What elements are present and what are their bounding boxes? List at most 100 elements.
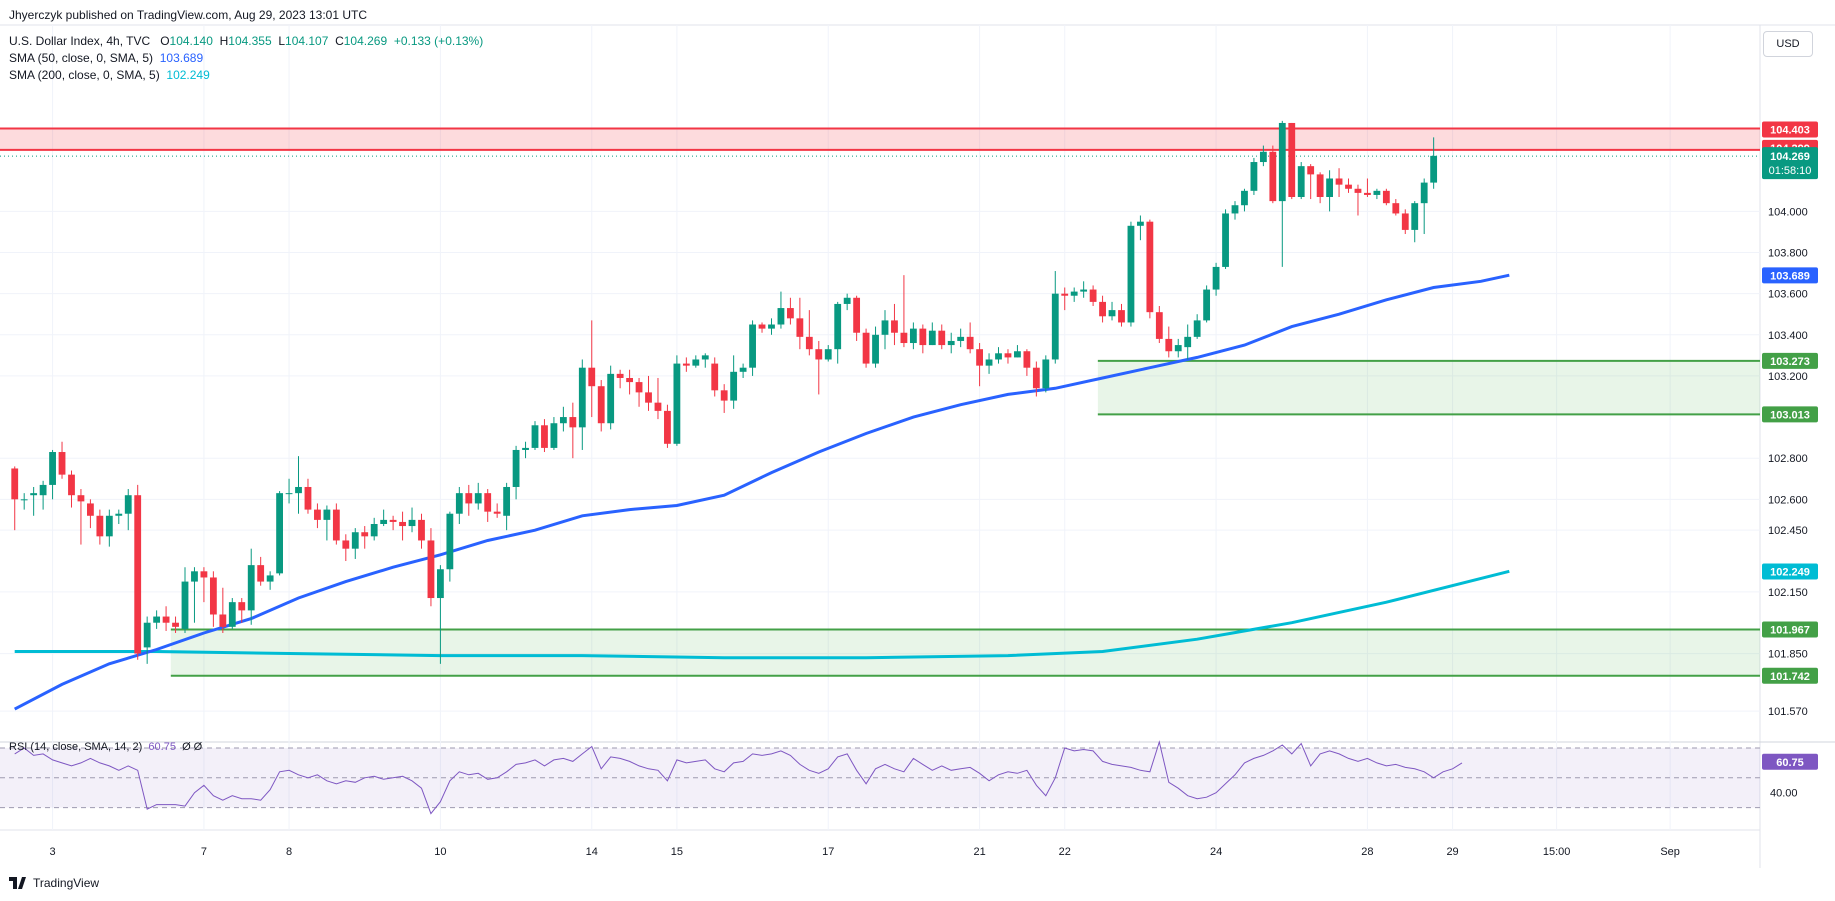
tradingview-logo-icon <box>9 877 26 889</box>
candle <box>976 343 983 387</box>
candle-body <box>957 336 965 341</box>
candle <box>1269 145 1277 204</box>
price-axis[interactable]: 101.570 101.850 102.150 102.450 102.600 102.8… <box>1768 206 1808 799</box>
candle <box>1354 184 1362 216</box>
y-tick-label: 102.800 <box>1768 453 1808 465</box>
candle <box>96 509 104 545</box>
candle-body <box>815 349 823 360</box>
candle-body <box>1193 320 1201 337</box>
candle-body <box>1250 162 1258 191</box>
candle-body <box>361 532 369 537</box>
change-value: +0.133 (+0.13%) <box>393 34 484 48</box>
rsi-line <box>14 740 1463 815</box>
candle-body <box>380 519 388 524</box>
candle-body <box>1080 289 1088 292</box>
candle <box>493 503 501 518</box>
badge-last-price-text: 104.269 <box>1770 151 1810 163</box>
currency-button[interactable]: USD <box>1763 31 1813 57</box>
candle-body <box>323 509 331 520</box>
candle <box>1401 209 1409 235</box>
candle-body <box>1382 190 1390 204</box>
candle-body <box>276 493 283 574</box>
candle-body <box>408 519 416 527</box>
sma50-legend[interactable]: SMA (50, close, 0, SMA, 5) 103.689 <box>9 51 203 65</box>
symbol-title: U.S. Dollar Index, 4h, TVC <box>9 34 151 48</box>
candle <box>314 503 321 529</box>
candle-body <box>1326 178 1333 197</box>
candle-body <box>569 417 577 428</box>
candle <box>1023 349 1031 376</box>
candle <box>1222 209 1229 269</box>
candle-body <box>692 359 700 366</box>
sma200-legend[interactable]: SMA (200, close, 0, SMA, 5) 102.249 <box>9 68 210 82</box>
candle-body <box>389 519 397 522</box>
candle-body <box>446 513 454 570</box>
candle <box>938 324 946 350</box>
candle <box>228 598 236 629</box>
candle <box>654 377 662 420</box>
candle <box>266 571 274 590</box>
candle-body <box>77 495 85 502</box>
candle <box>323 505 331 541</box>
candle-body <box>332 509 340 541</box>
candle <box>559 406 567 432</box>
candle-body <box>1373 190 1381 195</box>
candle <box>550 417 558 450</box>
candle-body <box>919 328 927 346</box>
tradingview-brand[interactable]: TradingView <box>9 876 99 890</box>
badge-sma50 <box>1762 267 1818 284</box>
candle <box>427 528 435 607</box>
candle-body <box>1392 203 1400 214</box>
candle-body <box>777 308 785 325</box>
candle <box>928 322 936 346</box>
rsi-pane <box>0 740 1760 815</box>
candle-body <box>1430 155 1438 183</box>
candle-body <box>1288 122 1296 197</box>
candle-body <box>1335 178 1343 185</box>
candle-body <box>1061 293 1069 296</box>
candle-body <box>427 540 435 599</box>
candle <box>664 404 671 448</box>
candle <box>285 478 293 504</box>
candle <box>143 616 151 664</box>
badge-rsi <box>1762 753 1818 770</box>
candle-body <box>162 616 170 623</box>
grid-lines <box>0 24 1835 868</box>
candle <box>1345 178 1352 193</box>
candle-body <box>645 392 652 403</box>
resistance-zone <box>0 128 1760 150</box>
candle-body <box>976 349 983 366</box>
candle-body <box>68 474 75 496</box>
candle <box>1004 349 1012 364</box>
candle <box>191 567 198 623</box>
ohlc-low: L104.107 <box>278 34 329 48</box>
candle <box>351 528 359 559</box>
rsi-legend[interactable]: RSI (14, close, SMA, 14, 2) 60.75 Ø Ø <box>9 741 202 753</box>
candle-body <box>1146 221 1154 313</box>
candle <box>919 324 927 354</box>
candle <box>1155 306 1163 344</box>
candle-body <box>1231 205 1239 214</box>
candle <box>30 486 38 516</box>
candle <box>522 441 529 459</box>
candle-body <box>1316 174 1324 197</box>
candle <box>891 303 898 346</box>
symbol-legend[interactable]: U.S. Dollar Index, 4h, TVC O104.140 H104… <box>9 34 483 48</box>
sma200-label: SMA (200, close, 0, SMA, 5) <box>9 68 160 82</box>
time-axis[interactable]: 3 7 8 10 14 15 17 21 22 24 28 29 15:00 Sep <box>50 846 1680 858</box>
candle <box>1203 285 1211 323</box>
candle <box>1051 271 1059 364</box>
candle-body <box>342 540 350 549</box>
badge-resistance-1 <box>1762 121 1818 138</box>
candle-body <box>947 340 955 346</box>
candle-body <box>701 355 709 360</box>
y-tick-label: 102.600 <box>1768 494 1808 506</box>
candle-body <box>11 468 19 500</box>
candle-body <box>891 320 898 333</box>
candle <box>1411 201 1419 243</box>
candle-body <box>749 324 756 368</box>
candle-body <box>39 484 47 496</box>
candle-body <box>493 511 501 514</box>
badge-last-price <box>1762 147 1818 180</box>
